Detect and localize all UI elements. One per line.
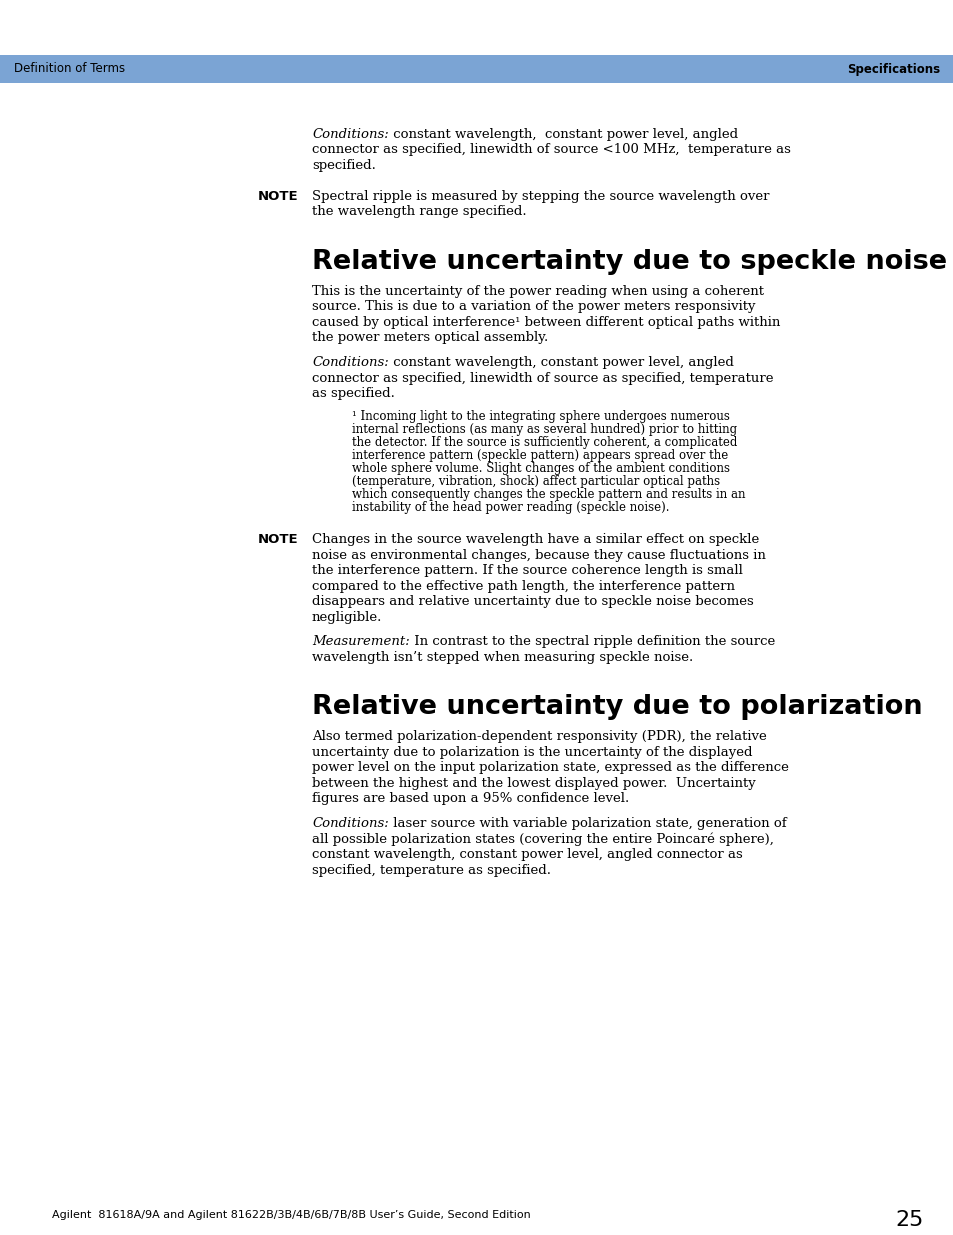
Text: 25: 25	[895, 1210, 923, 1230]
Text: Agilent  81618A/9A and Agilent 81622B/3B/4B/6B/7B/8B User’s Guide, Second Editio: Agilent 81618A/9A and Agilent 81622B/3B/…	[52, 1210, 530, 1220]
Text: constant wavelength, constant power level, angled connector as: constant wavelength, constant power leve…	[312, 848, 742, 861]
Text: which consequently changes the speckle pattern and results in an: which consequently changes the speckle p…	[352, 489, 744, 501]
Text: constant wavelength,  constant power level, angled: constant wavelength, constant power leve…	[388, 128, 737, 141]
Text: Conditions:: Conditions:	[312, 818, 388, 830]
Text: interference pattern (speckle pattern) appears spread over the: interference pattern (speckle pattern) a…	[352, 450, 727, 462]
Text: the detector. If the source is sufficiently coherent, a complicated: the detector. If the source is sufficien…	[352, 436, 737, 450]
Text: connector as specified, linewidth of source as specified, temperature: connector as specified, linewidth of sou…	[312, 372, 773, 384]
Text: ¹ Incoming light to the integrating sphere undergoes numerous: ¹ Incoming light to the integrating sphe…	[352, 410, 729, 424]
Text: caused by optical interference¹ between different optical paths within: caused by optical interference¹ between …	[312, 316, 780, 329]
Text: between the highest and the lowest displayed power.  Uncertainty: between the highest and the lowest displ…	[312, 777, 755, 789]
Text: instability of the head power reading (speckle noise).: instability of the head power reading (s…	[352, 501, 669, 515]
Text: the power meters optical assembly.: the power meters optical assembly.	[312, 331, 548, 345]
Text: uncertainty due to polarization is the uncertainty of the displayed: uncertainty due to polarization is the u…	[312, 746, 752, 758]
Text: Measurement:: Measurement:	[312, 635, 410, 648]
Text: Specifications: Specifications	[846, 63, 939, 75]
Text: the wavelength range specified.: the wavelength range specified.	[312, 205, 526, 219]
Text: specified, temperature as specified.: specified, temperature as specified.	[312, 863, 551, 877]
Text: Also termed polarization-dependent responsivity (PDR), the relative: Also termed polarization-dependent respo…	[312, 730, 766, 743]
Text: negligible.: negligible.	[312, 610, 382, 624]
Text: disappears and relative uncertainty due to speckle noise becomes: disappears and relative uncertainty due …	[312, 595, 753, 608]
Text: Definition of Terms: Definition of Terms	[14, 63, 125, 75]
Text: Changes in the source wavelength have a similar effect on speckle: Changes in the source wavelength have a …	[312, 534, 759, 546]
Text: specified.: specified.	[312, 159, 375, 172]
Text: source. This is due to a variation of the power meters responsivity: source. This is due to a variation of th…	[312, 300, 755, 314]
Text: power level on the input polarization state, expressed as the difference: power level on the input polarization st…	[312, 761, 788, 774]
Text: noise as environmental changes, because they cause fluctuations in: noise as environmental changes, because …	[312, 548, 765, 562]
Text: connector as specified, linewidth of source <100 MHz,  temperature as: connector as specified, linewidth of sou…	[312, 143, 790, 157]
Text: This is the uncertainty of the power reading when using a coherent: This is the uncertainty of the power rea…	[312, 285, 763, 298]
Text: (temperature, vibration, shock) affect particular optical paths: (temperature, vibration, shock) affect p…	[352, 475, 720, 489]
Text: as specified.: as specified.	[312, 388, 395, 400]
Text: wavelength isn’t stepped when measuring speckle noise.: wavelength isn’t stepped when measuring …	[312, 651, 693, 664]
Text: figures are based upon a 95% confidence level.: figures are based upon a 95% confidence …	[312, 792, 629, 805]
Text: all possible polarization states (covering the entire Poincaré sphere),: all possible polarization states (coveri…	[312, 832, 773, 846]
Text: Spectral ripple is measured by stepping the source wavelength over: Spectral ripple is measured by stepping …	[312, 190, 769, 203]
Bar	[0, 56, 953, 83]
Text: Conditions:: Conditions:	[312, 128, 388, 141]
Text: Relative uncertainty due to speckle noise: Relative uncertainty due to speckle nois…	[312, 249, 946, 275]
Text: In contrast to the spectral ripple definition the source: In contrast to the spectral ripple defin…	[410, 635, 774, 648]
Text: laser source with variable polarization state, generation of: laser source with variable polarization …	[388, 818, 785, 830]
Text: whole sphere volume. Slight changes of the ambient conditions: whole sphere volume. Slight changes of t…	[352, 462, 729, 475]
Text: Relative uncertainty due to polarization: Relative uncertainty due to polarization	[312, 694, 922, 720]
Text: the interference pattern. If the source coherence length is small: the interference pattern. If the source …	[312, 564, 742, 577]
Text: constant wavelength, constant power level, angled: constant wavelength, constant power leve…	[388, 356, 733, 369]
Text: internal reflections (as many as several hundred) prior to hitting: internal reflections (as many as several…	[352, 424, 737, 436]
Text: NOTE: NOTE	[257, 534, 298, 546]
Text: compared to the effective path length, the interference pattern: compared to the effective path length, t…	[312, 579, 734, 593]
Text: NOTE: NOTE	[257, 190, 298, 203]
Text: Conditions:: Conditions:	[312, 356, 388, 369]
